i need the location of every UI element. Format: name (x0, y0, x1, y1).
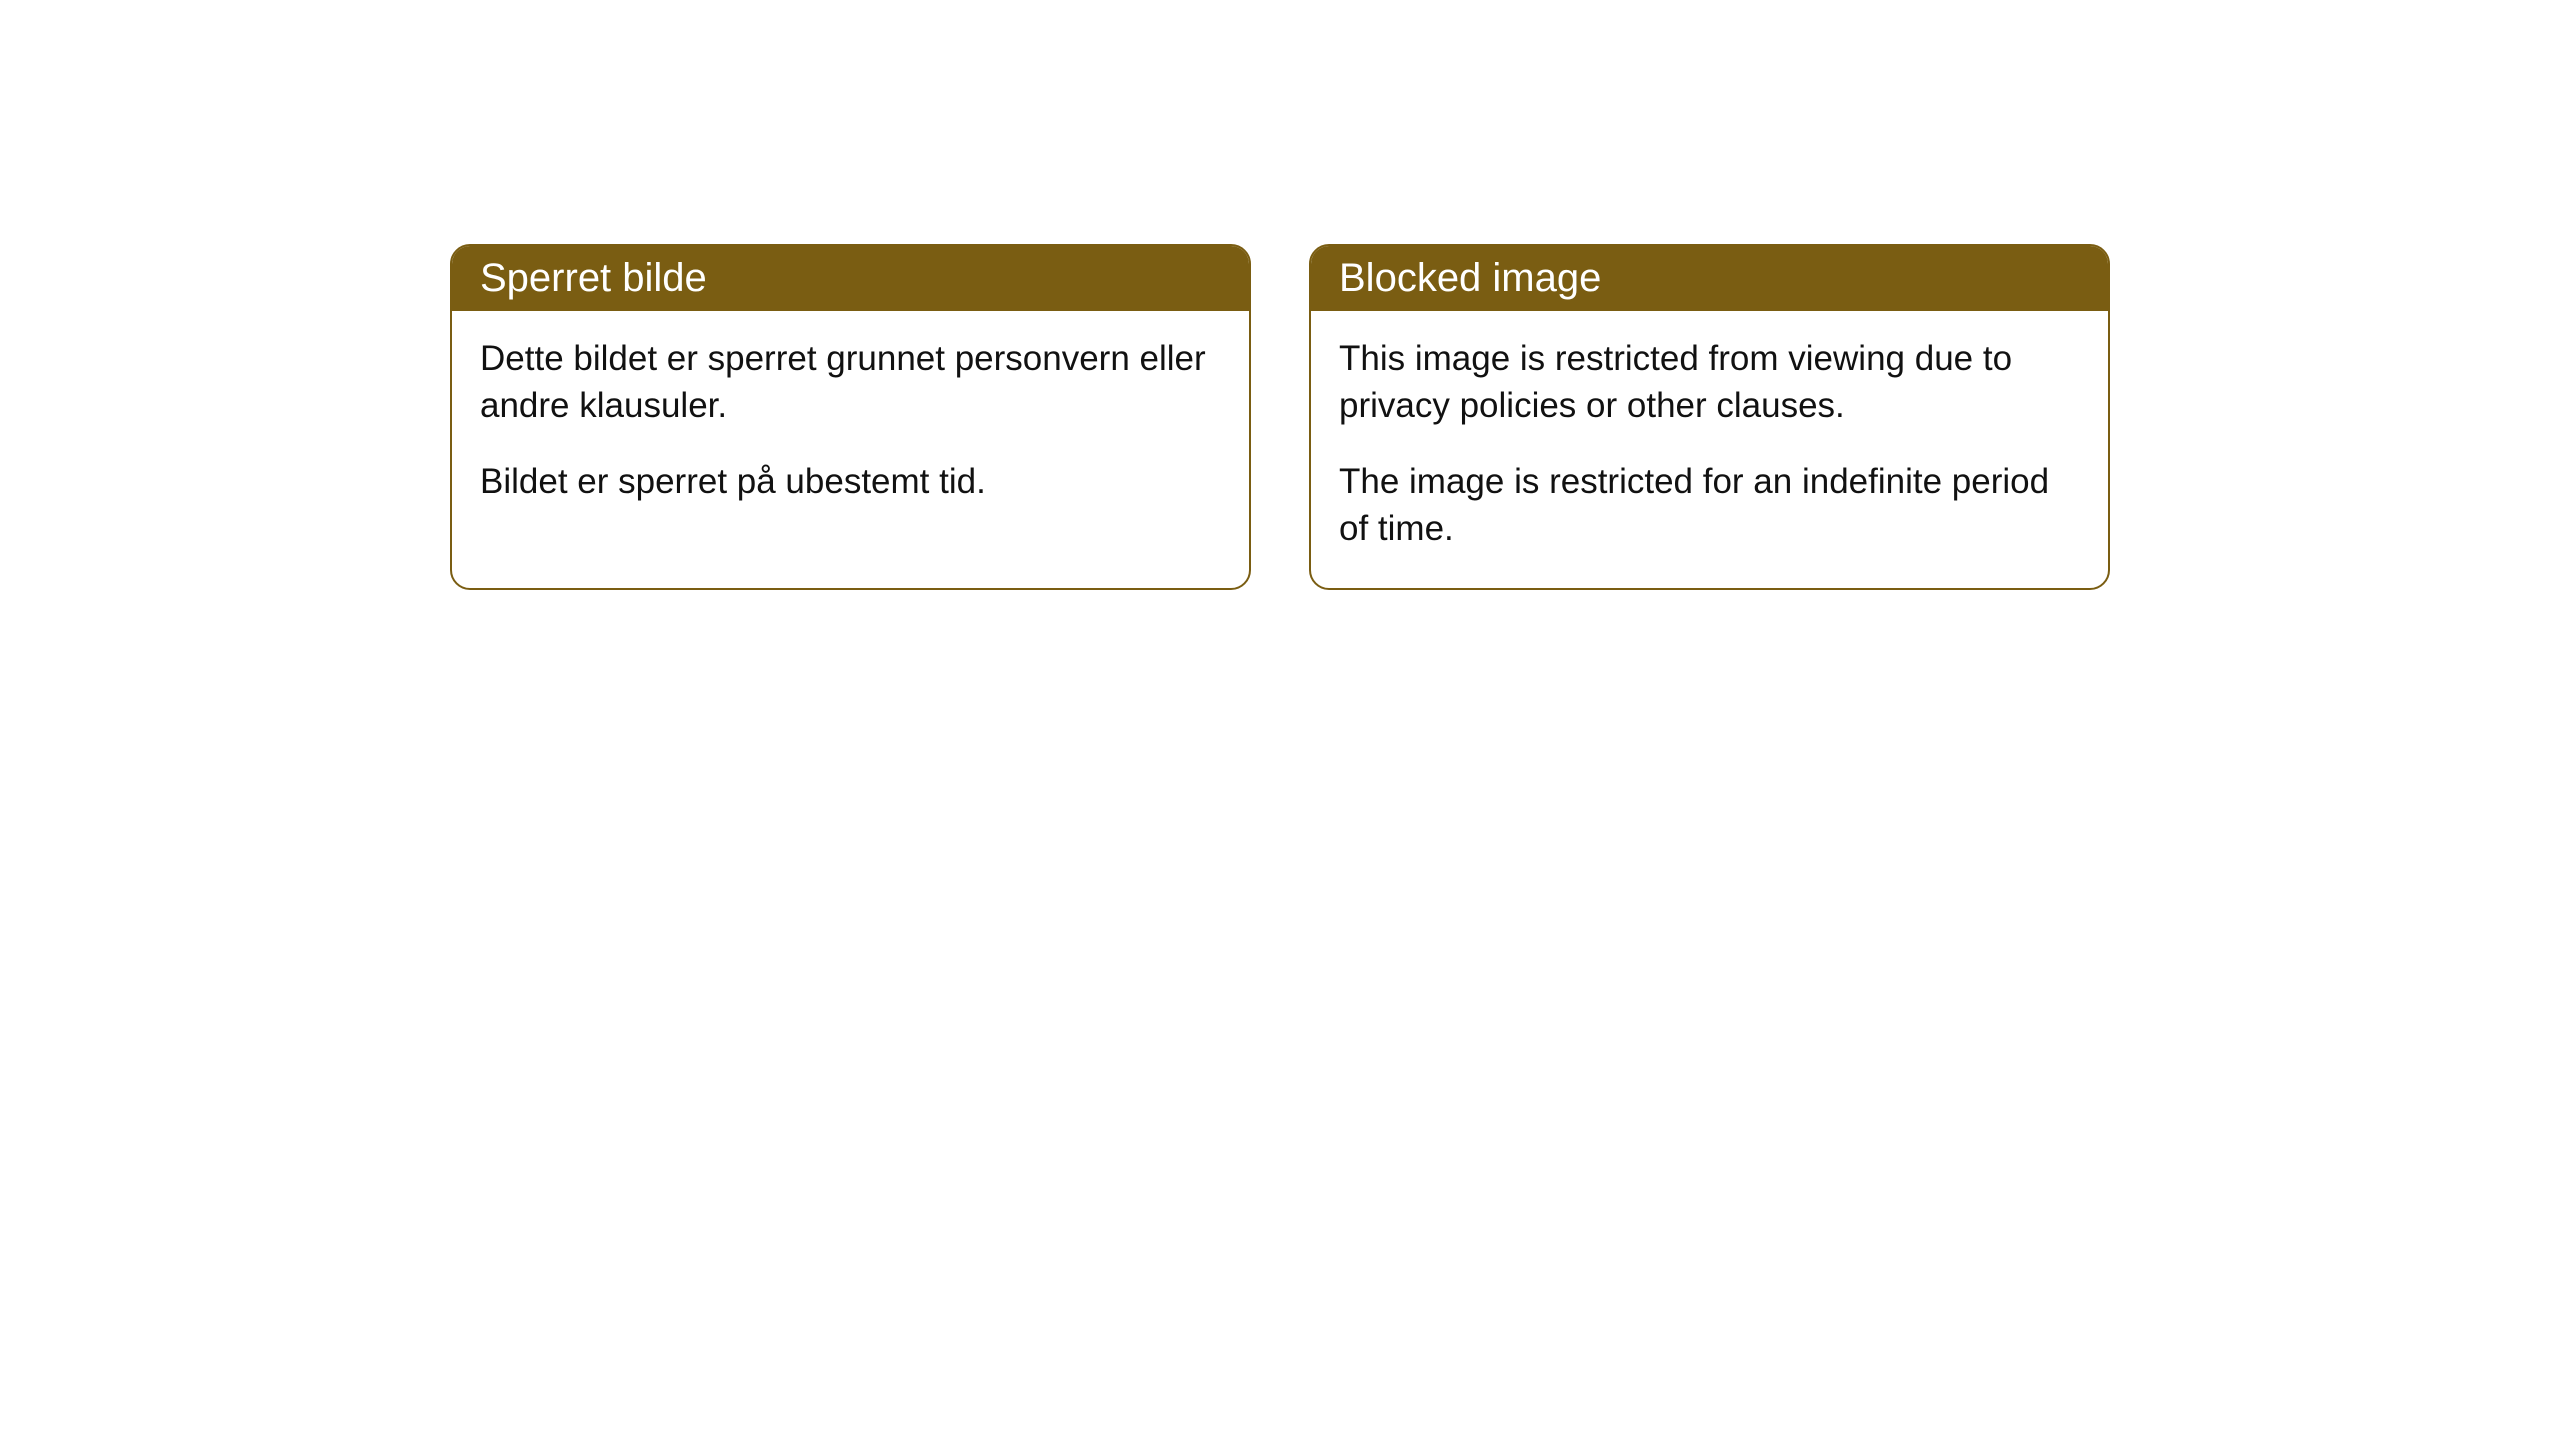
card-title: Blocked image (1311, 246, 2108, 311)
notice-paragraph: Dette bildet er sperret grunnet personve… (480, 335, 1221, 430)
notice-card-norwegian: Sperret bilde Dette bildet er sperret gr… (450, 244, 1251, 590)
card-title: Sperret bilde (452, 246, 1249, 311)
notice-paragraph: This image is restricted from viewing du… (1339, 335, 2080, 430)
notice-paragraph: The image is restricted for an indefinit… (1339, 458, 2080, 553)
notice-paragraph: Bildet er sperret på ubestemt tid. (480, 458, 1221, 505)
notice-card-english: Blocked image This image is restricted f… (1309, 244, 2110, 590)
card-body: Dette bildet er sperret grunnet personve… (452, 311, 1249, 541)
card-body: This image is restricted from viewing du… (1311, 311, 2108, 588)
notice-cards-container: Sperret bilde Dette bildet er sperret gr… (450, 244, 2110, 590)
